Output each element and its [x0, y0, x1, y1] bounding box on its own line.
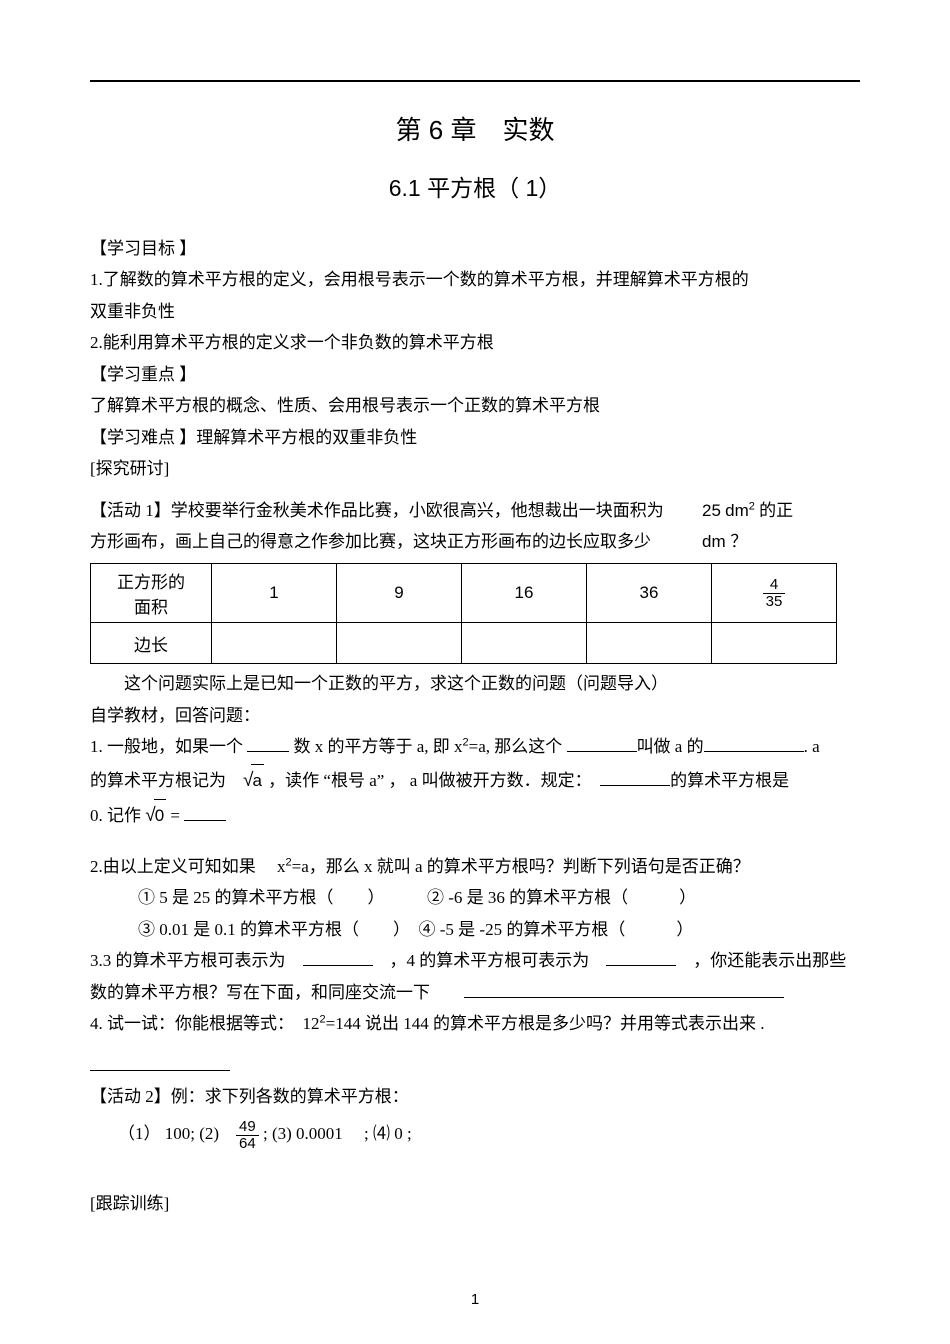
blank — [247, 734, 289, 752]
q1-c: =a, 那么这个 — [469, 737, 567, 756]
blank — [184, 803, 226, 821]
q1-b: 数 x 的平方等于 a, 即 x — [289, 737, 462, 756]
act1-dm: dm — [725, 501, 749, 520]
th-9: 9 — [337, 564, 462, 623]
question-2-line-1: 2.由以上定义可知如果 x2=a，那么 x 就叫 a 的算术平方根吗？判断下列语… — [90, 851, 860, 882]
td-blank — [462, 623, 587, 664]
goals-heading: 【学习目标 】 — [90, 233, 860, 264]
table-row: 正方形的面积 1 9 16 36 435 — [91, 564, 837, 623]
td-blank — [587, 623, 712, 664]
section-title: 6.1 平方根（ 1） — [90, 169, 860, 203]
th-36: 36 — [587, 564, 712, 623]
blank — [464, 980, 784, 998]
blank — [303, 948, 373, 966]
q1l3-a: 0. 记作 — [90, 806, 145, 825]
frac-num: 49 — [236, 1119, 259, 1136]
frac-4-35: 435 — [763, 577, 786, 610]
q3-a: 3.3 的算术平方根可表示为 — [90, 951, 303, 970]
explore-heading: [探究研讨] — [90, 453, 860, 484]
blank — [567, 734, 637, 752]
act1-text-a: 【活动 1】学校要举行金秋美术作品比赛，小欧很高兴，他想裁出一块面积为 — [90, 501, 698, 520]
act1-25: 25 — [702, 501, 721, 520]
question-3-line-2: 数的算术平方根？写在下面，和同座交流一下 — [90, 977, 860, 1008]
question-2-row-1: ① 5 是 25 的算术平方根（ ） ② -6 是 36 的算术平方根（ ） — [90, 882, 860, 913]
q3l2: 数的算术平方根？写在下面，和同座交流一下 — [90, 983, 464, 1002]
table-row: 边长 — [91, 623, 837, 664]
difficulty-text: 理解算术平方根的双重非负性 — [196, 428, 417, 447]
q3-c: ，你还能表示出那些 — [693, 951, 846, 970]
th-frac: 435 — [712, 564, 837, 623]
question-3-line-1: 3.3 的算术平方根可表示为 ，4 的算术平方根可表示为 ，你还能表示出那些 — [90, 945, 860, 976]
question-4-line-1: 4. 试一试：你能根据等式： 122=144 说出 144 的算术平方根是多少吗… — [90, 1008, 860, 1039]
goal-1b: 双重非负性 — [90, 296, 860, 327]
page-number: 1 — [0, 1291, 950, 1308]
q2-a: 2.由以上定义可知如果 x — [90, 857, 286, 876]
question-4-line-2 — [90, 1050, 860, 1081]
page: 第 6 章 实数 6.1 平方根（ 1） 【学习目标 】 1.了解数的算术平方根… — [0, 0, 950, 1344]
goal-1a: 1.了解数的算术平方根的定义，会用根号表示一个数的算术平方根，并理解算术平方根的 — [90, 264, 860, 295]
question-2-row-2: ③ 0.01 是 0.1 的算术平方根（ ） ④ -5 是 -25 的算术平方根… — [90, 914, 860, 945]
blank — [606, 948, 676, 966]
q2-b: =a，那么 x 就叫 a 的算术平方根吗？判断下列语句是否正确？ — [292, 857, 750, 876]
self-study-text: 自学教材，回答问题： — [90, 700, 860, 731]
q2-item-3: ③ 0.01 是 0.1 的算术平方根（ ） — [138, 920, 402, 939]
activity-1-line-1: 【活动 1】学校要举行金秋美术作品比赛，小欧很高兴，他想裁出一块面积为 25 d… — [90, 495, 860, 526]
keypoint-text: 了解算术平方根的概念、性质、会用根号表示一个正数的算术平方根 — [90, 390, 860, 421]
square-area-table: 正方形的面积 1 9 16 36 435 边长 — [90, 563, 837, 664]
top-rule — [90, 80, 860, 82]
q2-item-2: ② -6 是 36 的算术平方根（ ） — [427, 888, 696, 907]
q2-item-4: ④ -5 是 -25 的算术平方根（ ） — [419, 920, 694, 939]
td-blank — [712, 623, 837, 664]
example-items: （1） 100; (2) 4964 ; (3) 0.0001 ; ⑷ 0 ; — [90, 1118, 860, 1151]
q1-d: 叫做 a 的 — [637, 737, 704, 756]
followup-heading: [跟踪训练] — [90, 1188, 860, 1219]
q4-b: =144 说出 144 的算术平方根是多少吗？并用等式表示出来 . — [326, 1014, 765, 1033]
th-1: 1 — [212, 564, 337, 623]
act1-dm2: dm ？ — [702, 532, 747, 551]
difficulty-line: 【学习难点 】理解算术平方根的双重非负性 — [90, 422, 860, 453]
td-side-label: 边长 — [91, 623, 212, 664]
q3-b: ，4 的算术平方根可表示为 — [390, 951, 607, 970]
question-1-line-2: 的算术平方根记为 a ，读作 “根号 a” ， a 叫做被开方数．规定： 的算术… — [90, 763, 860, 798]
q1-a: 1. 一般地，如果一个 — [90, 737, 247, 756]
q1l3-eq: = — [166, 806, 184, 825]
td-blank — [337, 623, 462, 664]
q1l2-b: ，读作 “根号 a” ， a 叫做被开方数．规定： — [264, 771, 600, 790]
q1l2-a: 的算术平方根记为 — [90, 771, 243, 790]
th-area: 正方形的面积 — [91, 564, 212, 623]
blank — [704, 734, 804, 752]
blank — [600, 768, 670, 786]
frac-49-64: 4964 — [236, 1119, 259, 1152]
ex-a: （1） 100; (2) — [118, 1124, 236, 1143]
activity-2-heading: 【活动 2】例：求下列各数的算术平方根： — [90, 1081, 860, 1112]
sqrt-0: 0 — [145, 798, 166, 833]
act1-text-d: 的正 — [755, 501, 793, 520]
th-16: 16 — [462, 564, 587, 623]
q4-a: 4. 试一试：你能根据等式： 12 — [90, 1014, 320, 1033]
keypoint-heading: 【学习重点 】 — [90, 359, 860, 390]
q1-e: . a — [804, 737, 820, 756]
activity-1-line-2: 方形画布，画上自己的得意之作参加比赛，这块正方形画布的边长应取多少 dm ？ — [90, 526, 860, 557]
goal-2: 2.能利用算术平方根的定义求一个非负数的算术平方根 — [90, 327, 860, 358]
frac-den: 64 — [236, 1136, 259, 1152]
q2-item-1: ① 5 是 25 的算术平方根（ ） — [138, 888, 376, 907]
question-1-line-3: 0. 记作 0 = — [90, 798, 860, 833]
td-blank — [212, 623, 337, 664]
after-table-text: 这个问题实际上是已知一个正数的平方，求这个正数的问题（问题导入） — [90, 668, 860, 699]
sqrt-a: a — [243, 763, 264, 798]
act1-text-e: 方形画布，画上自己的得意之作参加比赛，这块正方形画布的边长应取多少 — [90, 532, 651, 551]
question-1-line-1: 1. 一般地，如果一个 数 x 的平方等于 a, 即 x2=a, 那么这个 叫做… — [90, 731, 860, 762]
difficulty-heading: 【学习难点 】 — [90, 428, 196, 447]
q1l2-c: 的算术平方根是 — [670, 771, 789, 790]
ex-b: ; (3) 0.0001 ; ⑷ 0 ; — [259, 1124, 412, 1143]
blank — [90, 1053, 230, 1071]
chapter-title: 第 6 章 实数 — [90, 110, 860, 147]
